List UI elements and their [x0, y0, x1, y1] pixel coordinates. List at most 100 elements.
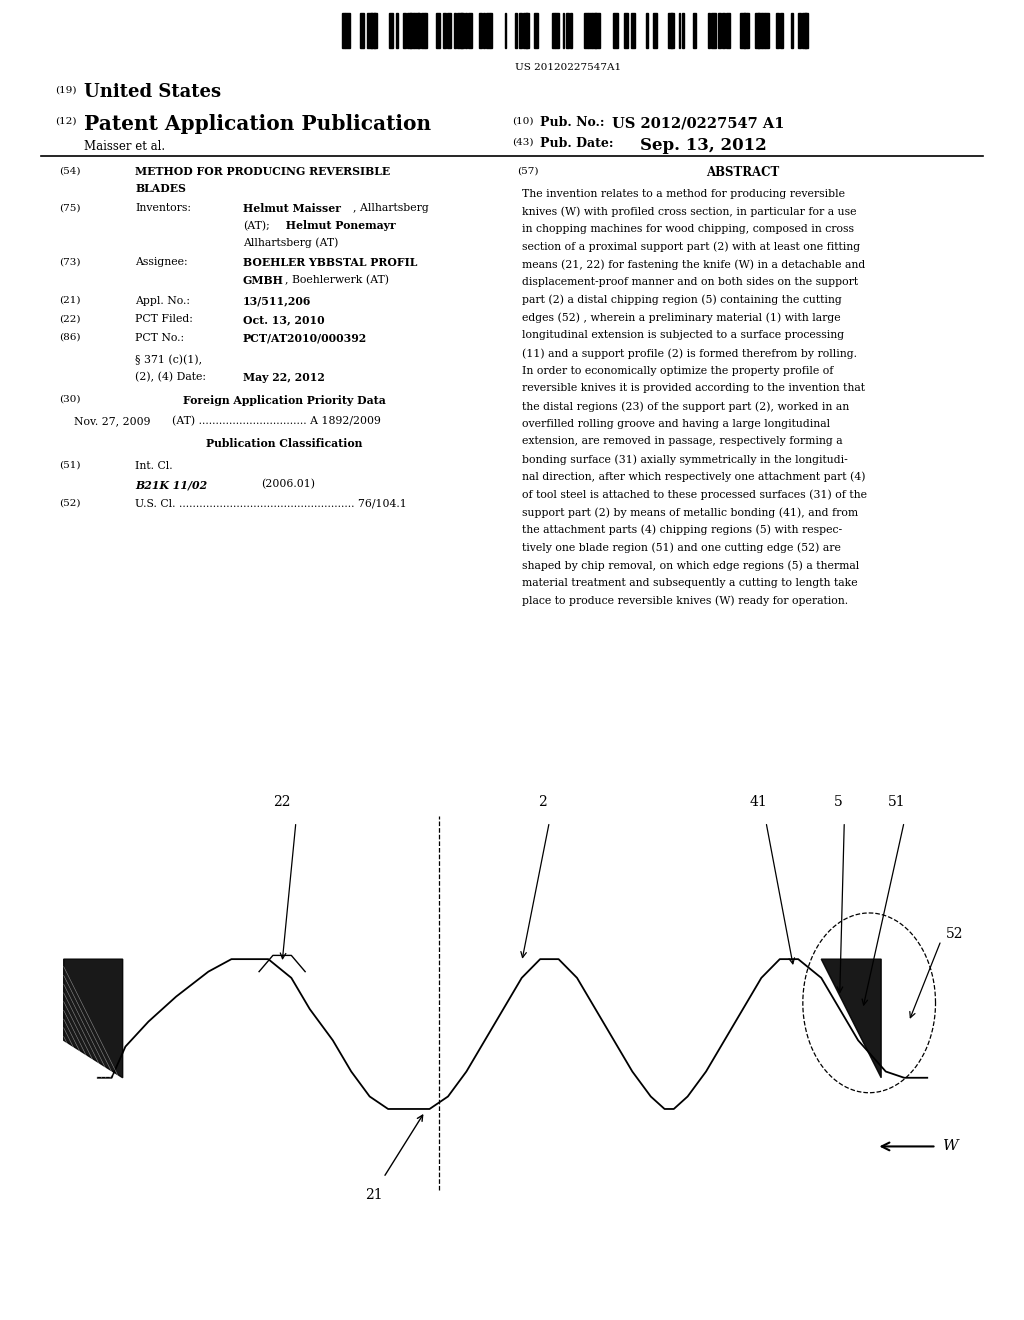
Bar — [708, 13, 710, 48]
Bar — [522, 13, 527, 48]
Bar — [802, 13, 806, 48]
Text: section of a proximal support part (2) with at least one fitting: section of a proximal support part (2) w… — [522, 242, 860, 252]
Text: 51: 51 — [888, 796, 905, 809]
Bar — [740, 13, 744, 48]
Bar — [585, 13, 589, 48]
Bar — [632, 13, 635, 48]
Text: (2), (4) Date:: (2), (4) Date: — [135, 372, 206, 383]
Text: of tool steel is attached to these processed surfaces (31) of the: of tool steel is attached to these proce… — [522, 490, 867, 500]
Text: part (2) a distal chipping region (5) containing the cutting: part (2) a distal chipping region (5) co… — [522, 294, 842, 305]
Bar — [418, 13, 420, 48]
Bar — [519, 13, 522, 48]
Text: Pub. Date:: Pub. Date: — [540, 137, 613, 150]
Bar — [679, 13, 680, 48]
Bar — [461, 13, 464, 48]
Text: 21: 21 — [366, 1188, 383, 1201]
Bar — [414, 13, 419, 48]
Text: 13/511,206: 13/511,206 — [243, 296, 311, 306]
Bar — [569, 13, 572, 48]
Text: extension, are removed in passage, respectively forming a: extension, are removed in passage, respe… — [522, 437, 843, 446]
Bar — [743, 13, 746, 48]
Bar — [436, 13, 439, 48]
Polygon shape — [821, 960, 882, 1077]
Text: (AT) ................................ A 1892/2009: (AT) ................................ A … — [172, 416, 381, 426]
Text: bonding surface (31) axially symmetrically in the longitudi-: bonding surface (31) axially symmetrical… — [522, 454, 848, 465]
Bar — [562, 13, 564, 48]
Text: , Boehlerwerk (AT): , Boehlerwerk (AT) — [285, 275, 389, 285]
Bar — [672, 13, 674, 48]
Bar — [613, 13, 618, 48]
Text: B21K 11/02: B21K 11/02 — [135, 479, 208, 490]
Text: (57): (57) — [517, 166, 539, 176]
Text: (51): (51) — [59, 461, 81, 470]
Polygon shape — [63, 960, 123, 1077]
Text: Patent Application Publication: Patent Application Publication — [84, 114, 431, 133]
Text: 2: 2 — [539, 796, 547, 809]
Text: Helmut Maisser: Helmut Maisser — [243, 203, 341, 214]
Bar — [479, 13, 481, 48]
Bar — [552, 13, 555, 48]
Text: , Allhartsberg: , Allhartsberg — [353, 203, 429, 214]
Bar — [359, 13, 364, 48]
Bar — [780, 13, 783, 48]
Text: Allhartsberg (AT): Allhartsberg (AT) — [243, 238, 338, 248]
Bar — [458, 13, 462, 48]
Text: The invention relates to a method for producing reversible: The invention relates to a method for pr… — [522, 189, 845, 199]
Text: (11) and a support profile (2) is formed therefrom by rolling.: (11) and a support profile (2) is formed… — [522, 348, 857, 359]
Text: Oct. 13, 2010: Oct. 13, 2010 — [243, 314, 325, 325]
Bar — [367, 13, 372, 48]
Bar — [668, 13, 673, 48]
Text: Helmut Ponemayr: Helmut Ponemayr — [282, 220, 395, 231]
Text: (54): (54) — [59, 166, 81, 176]
Text: BLADES: BLADES — [135, 183, 186, 194]
Text: (86): (86) — [59, 333, 81, 342]
Text: shaped by chip removal, on which edge regions (5) a thermal: shaped by chip removal, on which edge re… — [522, 560, 859, 570]
Bar — [748, 13, 750, 48]
Text: GMBH: GMBH — [243, 275, 284, 285]
Text: the distal regions (23) of the support part (2), worked in an: the distal regions (23) of the support p… — [522, 401, 850, 412]
Bar — [534, 13, 538, 48]
Text: displacement-proof manner and on both sides on the support: displacement-proof manner and on both si… — [522, 277, 858, 288]
Text: support part (2) by means of metallic bonding (41), and from: support part (2) by means of metallic bo… — [522, 507, 858, 517]
Bar — [555, 13, 558, 48]
Text: 41: 41 — [750, 796, 767, 809]
Text: US 2012/0227547 A1: US 2012/0227547 A1 — [612, 116, 784, 131]
Bar — [483, 13, 485, 48]
Text: Sep. 13, 2012: Sep. 13, 2012 — [640, 137, 767, 154]
Bar — [566, 13, 569, 48]
Text: May 22, 2012: May 22, 2012 — [243, 372, 325, 383]
Text: (75): (75) — [59, 203, 81, 213]
Bar — [396, 13, 398, 48]
Bar — [719, 13, 721, 48]
Text: (21): (21) — [59, 296, 81, 305]
Text: (12): (12) — [55, 116, 77, 125]
Bar — [595, 13, 600, 48]
Bar — [342, 13, 345, 48]
Bar — [776, 13, 779, 48]
Bar — [766, 13, 769, 48]
Bar — [625, 13, 628, 48]
Bar — [592, 13, 596, 48]
Bar — [454, 13, 457, 48]
Text: (AT);: (AT); — [243, 220, 269, 231]
Text: the attachment parts (4) chipping regions (5) with respec-: the attachment parts (4) chipping region… — [522, 525, 843, 536]
Bar — [446, 13, 451, 48]
Bar — [646, 13, 648, 48]
Text: (43): (43) — [512, 137, 534, 147]
Text: U.S. Cl. .................................................... 76/104.1: U.S. Cl. ...............................… — [135, 499, 407, 510]
Bar — [371, 13, 375, 48]
Text: place to produce reversible knives (W) ready for operation.: place to produce reversible knives (W) r… — [522, 595, 848, 606]
Text: Publication Classification: Publication Classification — [207, 438, 362, 449]
Bar — [711, 13, 716, 48]
Text: W: W — [943, 1139, 958, 1154]
Text: tively one blade region (51) and one cutting edge (52) are: tively one blade region (51) and one cut… — [522, 543, 841, 553]
Text: 52: 52 — [946, 927, 964, 941]
Bar — [682, 13, 684, 48]
Bar — [505, 13, 507, 48]
Bar — [490, 13, 492, 48]
Text: Pub. No.:: Pub. No.: — [540, 116, 604, 129]
Bar — [374, 13, 377, 48]
Text: (52): (52) — [59, 499, 81, 508]
Text: (10): (10) — [512, 116, 534, 125]
Text: PCT Filed:: PCT Filed: — [135, 314, 194, 325]
